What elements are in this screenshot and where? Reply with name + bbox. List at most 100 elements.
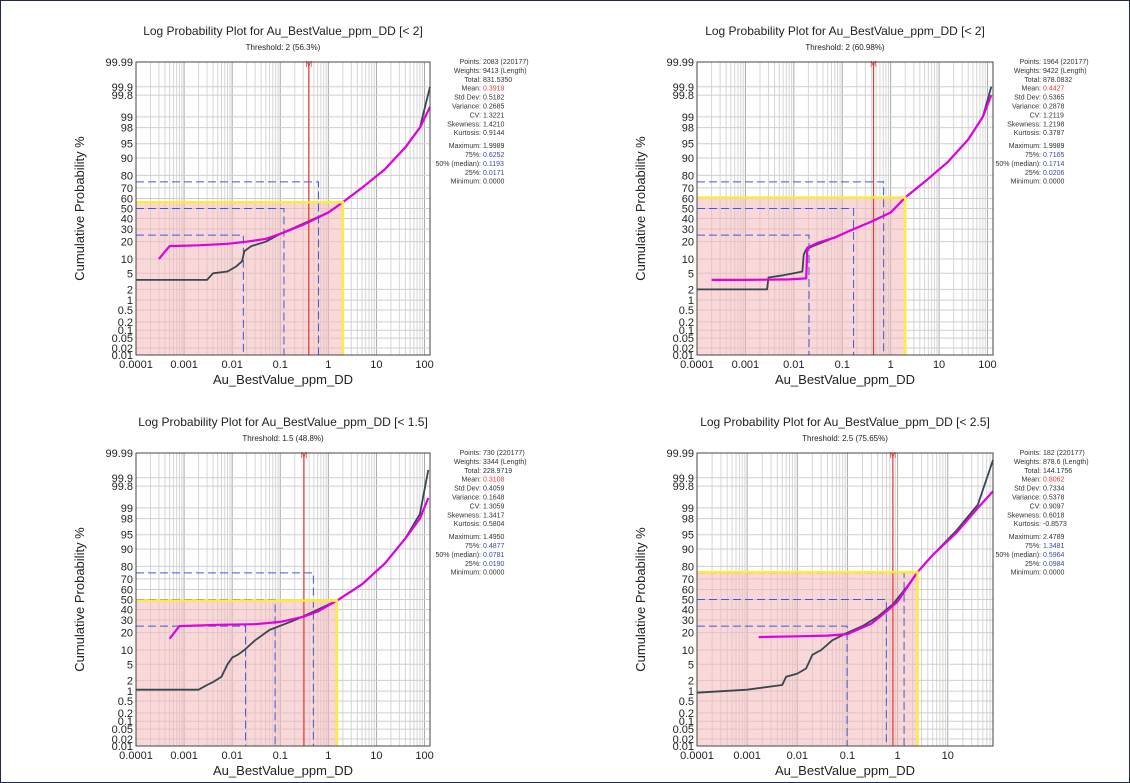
stat-label: Mean: xyxy=(1022,86,1042,93)
stat-value: 0.4877 xyxy=(483,543,505,550)
y-tick-label: 50 xyxy=(682,204,694,216)
y-tick-label: 50 xyxy=(682,595,694,607)
stat-label: Points: xyxy=(460,450,481,457)
x-tick-label: 0.0001 xyxy=(119,750,153,762)
y-tick-label: 0.5 xyxy=(118,305,133,317)
x-axis: 0.0001 0.001 0.01 0.1 1 10 xyxy=(680,750,954,762)
mean-marker-label: M xyxy=(301,451,308,460)
x-tick-label: 1 xyxy=(895,750,901,762)
y-tick-label: 80 xyxy=(682,561,694,573)
y-tick-label: 40 xyxy=(682,604,694,616)
x-tick-label: 100 xyxy=(415,359,433,371)
stat-label: Weights: xyxy=(1014,68,1041,75)
x-axis: 0.0001 0.001 0.01 0.1 1 10 100 xyxy=(119,750,434,762)
stat-value: 1.3417 xyxy=(483,512,505,519)
y-tick-label: 99 xyxy=(682,503,694,515)
stat-label: Variance: xyxy=(452,104,481,111)
y-tick-label: 20 xyxy=(121,628,133,640)
y-tick-label: 0.2 xyxy=(118,708,133,720)
y-tick-label: 0.1 xyxy=(118,716,133,728)
y-tick-label: 0.02 xyxy=(673,734,694,746)
stat-value: 0.5804 xyxy=(483,521,505,528)
x-tick-label: 0.001 xyxy=(733,750,761,762)
stat-label: Maximum: xyxy=(449,143,481,150)
stat-label: Total: xyxy=(1024,468,1041,475)
x-axis-label: Au_BestValue_ppm_DD xyxy=(213,763,353,778)
y-tick-label: 99.99 xyxy=(666,448,694,460)
y-tick-label: 70 xyxy=(121,574,133,586)
stat-value: 3344 (Length) xyxy=(483,459,527,466)
log-probability-plot-2: Log Probability Plot for Au_BestValue_pp… xyxy=(633,24,1089,387)
stat-label: 75%: xyxy=(465,543,481,550)
y-tick-label: 1 xyxy=(127,686,133,698)
stat-label: 50% (median): xyxy=(435,552,481,559)
plot-border xyxy=(135,452,431,747)
threshold-line xyxy=(136,201,345,355)
stat-value: 1.2198 xyxy=(1043,121,1065,128)
y-tick-label: 0.05 xyxy=(112,724,133,736)
plot-border xyxy=(135,61,431,356)
x-axis: 0.0001 0.001 0.01 0.1 1 10 100 xyxy=(680,359,996,371)
quartile-50-guide xyxy=(697,208,855,355)
y-axis: 0.010.020.050.10.20.512 5 10 20304050607080… xyxy=(105,57,133,362)
stat-value: 0.0000 xyxy=(483,570,505,577)
y-tick-label: 50 xyxy=(121,595,133,607)
stat-label: Variance: xyxy=(452,495,481,502)
stat-label: Variance: xyxy=(1012,104,1041,111)
quartile-25-guide xyxy=(136,625,247,746)
x-tick-label: 10 xyxy=(933,359,945,371)
stat-label: 25%: xyxy=(465,170,481,177)
y-tick-label: 40 xyxy=(121,604,133,616)
stat-value: 0.7165 xyxy=(1043,152,1065,159)
y-tick-label: 70 xyxy=(682,574,694,586)
y-tick-label: 99.99 xyxy=(105,448,133,460)
y-tick-label: 70 xyxy=(121,183,133,195)
stat-value: 0.9097 xyxy=(1043,503,1065,510)
y-tick-label: 80 xyxy=(682,170,694,182)
y-tick-label: 60 xyxy=(121,585,133,597)
stat-value: 2083 (220177) xyxy=(483,59,529,66)
stat-value: 0.6252 xyxy=(483,152,505,159)
stat-label: Skewness: xyxy=(1007,512,1041,519)
y-tick-label: 99.8 xyxy=(112,90,133,102)
x-tick-label: 0.01 xyxy=(221,750,242,762)
stat-value: 0.0000 xyxy=(1043,179,1065,186)
y-tick-label: 0.01 xyxy=(112,350,133,362)
y-tick-label: 10 xyxy=(121,254,133,266)
y-tick-label: 40 xyxy=(121,213,133,225)
stat-label: Minimum: xyxy=(451,179,481,186)
x-tick-label: 10 xyxy=(942,750,954,762)
stat-value: 0.0171 xyxy=(483,170,505,177)
stat-value: 0.2685 xyxy=(483,104,505,111)
y-tick-label: 99.99 xyxy=(666,57,694,69)
stat-label: Mean: xyxy=(462,477,482,484)
stat-value: 1.4950 xyxy=(483,534,505,541)
stat-label: Kurtosis: xyxy=(1014,521,1041,528)
stat-label: Kurtosis: xyxy=(454,521,481,528)
stat-label: Total: xyxy=(1024,77,1041,84)
y-tick-label: 99.8 xyxy=(673,90,694,102)
stat-value: 0.5182 xyxy=(483,95,505,102)
stat-label: Skewness: xyxy=(447,512,481,519)
y-tick-label: 5 xyxy=(688,268,694,280)
y-axis-label: Cumulative Probability % xyxy=(633,527,648,672)
stat-value: 0.0000 xyxy=(483,179,505,186)
stat-value: 0.0206 xyxy=(1043,170,1065,177)
stat-value: 0.1714 xyxy=(1043,161,1065,168)
stat-label: Std Dev: xyxy=(1014,95,1041,102)
x-tick-label: 1 xyxy=(325,359,331,371)
stat-label: Maximum: xyxy=(449,534,481,541)
y-tick-label: 1 xyxy=(127,295,133,307)
y-axis: 0.010.020.050.10.20.512 5 10 20304050607080… xyxy=(105,448,133,753)
stat-label: 75%: xyxy=(1025,152,1041,159)
stat-value: 0.6018 xyxy=(1043,512,1065,519)
threshold-line xyxy=(136,599,339,746)
stat-value: 0.0984 xyxy=(1043,561,1065,568)
stat-label: Mean: xyxy=(462,86,482,93)
stat-value: 0.5365 xyxy=(1043,95,1065,102)
stat-value: 0.0781 xyxy=(483,552,505,559)
y-tick-label: 95 xyxy=(682,139,694,151)
stat-value: 0.0000 xyxy=(1043,570,1065,577)
plot-border xyxy=(696,61,994,356)
y-tick-label: 5 xyxy=(688,659,694,671)
